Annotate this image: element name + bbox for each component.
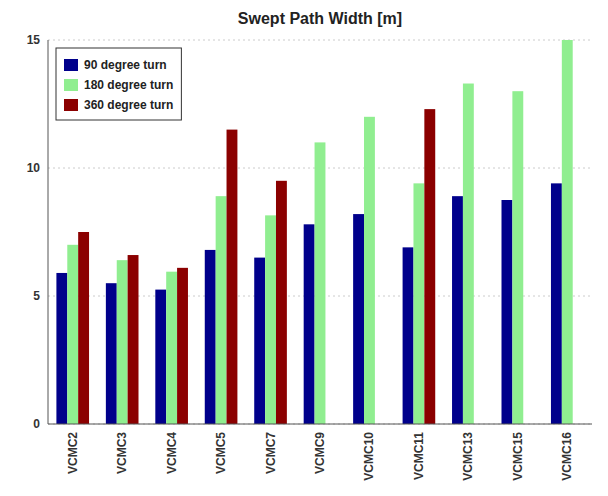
y-axis-line <box>48 40 49 424</box>
bar <box>254 258 265 424</box>
bar <box>128 255 139 424</box>
bar <box>463 84 474 424</box>
legend-label: 90 degree turn <box>84 58 167 72</box>
x-axis-line <box>48 424 592 425</box>
x-tick-label: VCMC9 <box>313 432 327 474</box>
bar <box>67 245 78 424</box>
bar <box>315 142 326 424</box>
bar <box>265 215 276 424</box>
bar <box>551 183 562 424</box>
bar <box>78 232 89 424</box>
legend-swatch <box>64 99 78 111</box>
grid-line <box>48 424 592 425</box>
bar <box>364 117 375 424</box>
bar <box>56 273 67 424</box>
chart-container: Swept Path Width [m] 0 5 10 15 VCMC2 VCMC3 VCMC… <box>0 0 608 496</box>
bar <box>501 200 512 424</box>
y-tick-label: 15 <box>27 33 41 47</box>
legend-label: 360 degree turn <box>84 98 173 112</box>
x-tick-label: VCMC7 <box>264 432 278 474</box>
bar <box>562 40 573 424</box>
bar <box>166 272 177 424</box>
legend-swatch <box>64 79 78 91</box>
x-tick-label: VCMC13 <box>461 432 475 481</box>
grid-line <box>48 40 592 41</box>
y-tick-label: 5 <box>33 289 40 303</box>
bar <box>155 290 166 424</box>
bar <box>205 250 216 424</box>
x-tick-label: VCMC2 <box>66 432 80 474</box>
y-tick-label: 0 <box>33 417 40 431</box>
bar <box>424 109 435 424</box>
x-tick-label: VCMC10 <box>362 432 376 481</box>
legend: 90 degree turn 180 degree turn 360 degree … <box>56 48 181 120</box>
bar <box>117 260 128 424</box>
legend-swatch <box>64 59 78 71</box>
bars <box>56 40 572 424</box>
legend-box <box>56 48 181 120</box>
x-tick-label: VCMC4 <box>165 432 179 474</box>
bar <box>106 283 117 424</box>
x-tick-label: VCMC15 <box>511 432 525 481</box>
bar <box>452 196 463 424</box>
chart-svg: Swept Path Width [m] 0 5 10 15 VCMC2 VCMC3 VCMC… <box>0 0 608 496</box>
x-tick-label: VCMC3 <box>115 432 129 474</box>
x-tick-label: VCMC5 <box>214 432 228 474</box>
bar <box>413 183 424 424</box>
bar <box>177 268 188 424</box>
bar <box>403 247 414 424</box>
legend-label: 180 degree turn <box>84 78 173 92</box>
x-tick-label: VCMC11 <box>412 432 426 480</box>
bar <box>216 196 227 424</box>
bar <box>304 224 315 424</box>
bar <box>512 91 523 424</box>
x-tick-label: VCMC16 <box>560 432 574 481</box>
bar <box>227 130 238 424</box>
y-tick-label: 10 <box>27 161 41 175</box>
y-grid <box>48 40 592 424</box>
chart-title: Swept Path Width [m] <box>238 10 402 27</box>
bar <box>353 214 364 424</box>
bar <box>276 181 287 424</box>
